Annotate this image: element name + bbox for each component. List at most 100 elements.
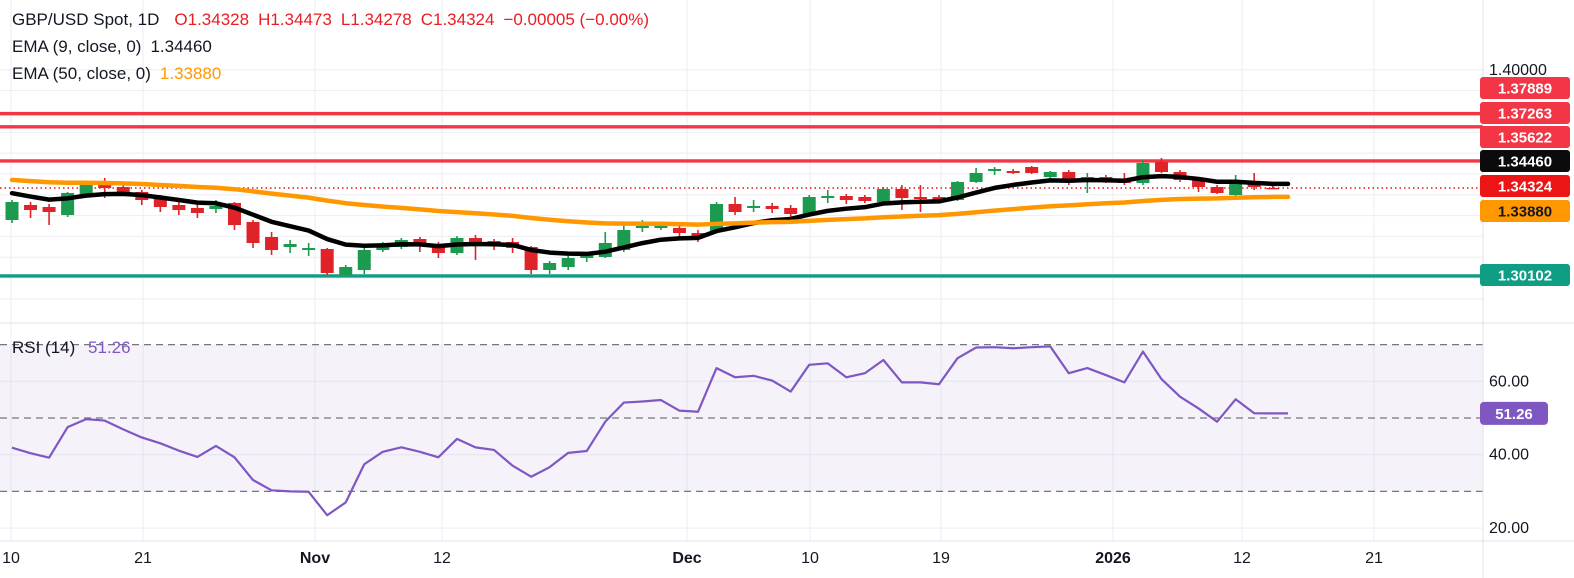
candle-body (153, 198, 167, 207)
rsi-band (0, 344, 1483, 492)
price-badge (1480, 102, 1570, 124)
candle-body (357, 250, 371, 270)
price-badge (1480, 264, 1570, 286)
price-badge-text: 1.34460 (1498, 154, 1552, 171)
rsi-band-fill (0, 344, 1483, 492)
candle-body (765, 206, 779, 209)
rsi-polyline (11, 345, 1288, 517)
time-axis-label: 10 (801, 550, 819, 567)
rsi-badge-text: 51.26 (1495, 406, 1533, 423)
ema9-line (9, 173, 1291, 257)
ema50-value: 1.33880 (159, 64, 222, 83)
price-badge-text: 1.33880 (1498, 204, 1552, 221)
candle-body (561, 258, 575, 267)
candle-body (413, 239, 427, 245)
candle-body (1266, 187, 1280, 190)
time-axis-label: 12 (433, 550, 451, 567)
candle-body (858, 197, 872, 201)
ohlc-change: −0.00005 (−0.00%) (503, 10, 650, 29)
time-axis-label: 10 (2, 550, 20, 567)
candle-body (1043, 172, 1057, 177)
ema50-line (9, 177, 1291, 227)
candle-body (821, 196, 835, 198)
time-axis[interactable]: 10 21 Nov 12 Dec 10 19 2026 12 21 (2, 550, 1383, 567)
rsi-axis[interactable]: 60.00 40.00 20.00 51.26 (1480, 373, 1548, 537)
candle-body (1210, 187, 1224, 193)
gridlines (0, 0, 1483, 541)
candle-body (580, 255, 594, 258)
candle-body (1154, 162, 1168, 172)
time-axis-label: 2026 (1095, 550, 1131, 567)
price-badge (1480, 175, 1570, 197)
ema9-value: 1.34460 (150, 37, 212, 56)
candle-body (1062, 172, 1076, 182)
candle-body (431, 244, 445, 253)
price-badge-text: 1.30102 (1498, 268, 1552, 285)
candle-body (839, 196, 853, 200)
candle-body (747, 206, 761, 208)
rsi-axis-label: 40.00 (1489, 447, 1529, 464)
price-badge (1480, 150, 1570, 172)
candle-body (543, 263, 557, 270)
candle-body (524, 247, 538, 270)
time-axis-label: Dec (672, 550, 701, 567)
rsi-axis-label: 60.00 (1489, 373, 1529, 390)
candle-body (5, 202, 19, 220)
ohlc-high: H1.34473 (258, 10, 332, 29)
ema50-label: EMA (50, close, 0) (12, 64, 151, 83)
candle-body (784, 208, 798, 214)
symbol-title: GBP/USD Spot, 1D (12, 10, 160, 29)
candle-body (339, 267, 353, 275)
candle-body (209, 206, 223, 209)
candle-body (710, 204, 724, 232)
rsi-value: 51.26 (88, 338, 131, 357)
candle-body (469, 238, 482, 242)
ohlc-close: C1.34324 (420, 10, 495, 29)
candle-body (283, 244, 297, 247)
rsi-label: RSI (14) (12, 338, 76, 357)
price-badge (1480, 77, 1570, 99)
candle-body (691, 233, 705, 236)
candle-body (246, 222, 260, 243)
candle-body (654, 226, 668, 228)
time-axis-label: 19 (932, 550, 950, 567)
rsi-badge (1480, 401, 1548, 425)
ema50-legend-row[interactable]: EMA (50, close, 0) 1.33880 (12, 60, 649, 87)
candle-body (116, 187, 130, 193)
candlesticks (5, 158, 1280, 276)
ohlc-open: O1.34328 (174, 10, 250, 29)
ema-lines (9, 173, 1291, 257)
symbol-legend-row[interactable]: GBP/USD Spot, 1D O1.34328 H1.34473 L1.34… (12, 6, 649, 33)
ema9-legend-row[interactable]: EMA (9, close, 0) 1.34460 (12, 33, 649, 60)
rsi-line (11, 345, 1288, 517)
candle-body (1192, 180, 1206, 187)
candle-body (932, 197, 946, 200)
candle-body (98, 183, 112, 188)
time-axis-label: 21 (134, 550, 152, 567)
candle-body (42, 207, 56, 212)
chart-legend: GBP/USD Spot, 1D O1.34328 H1.34473 L1.34… (12, 6, 649, 87)
price-axis-label: 1.40000 (1489, 62, 1547, 79)
price-badge (1480, 126, 1570, 148)
price-badge-text: 1.37263 (1498, 106, 1552, 123)
price-axis[interactable]: 1.40000 1.37889 1.37263 1.35622 1.34460 1.343… (1480, 62, 1570, 286)
candle-body (79, 185, 93, 195)
price-badge-text: 1.34324 (1498, 179, 1553, 196)
candle-body (1025, 167, 1039, 173)
candle-body (988, 169, 1002, 171)
time-axis-label: 12 (1233, 550, 1251, 567)
candle-body (1229, 182, 1243, 195)
candle-body (672, 228, 686, 233)
rsi-axis-label: 20.00 (1489, 520, 1529, 537)
candle-body (320, 249, 334, 273)
time-axis-label: 21 (1365, 550, 1383, 567)
candle-body (876, 189, 890, 202)
price-level-lines (0, 112, 1483, 278)
candle-body (265, 237, 279, 250)
ema9-label: EMA (9, close, 0) (12, 37, 142, 56)
candle-body (802, 197, 816, 215)
ohlc-low: L1.34278 (340, 10, 412, 29)
rsi-legend-row[interactable]: RSI (14) 51.26 (12, 338, 131, 358)
